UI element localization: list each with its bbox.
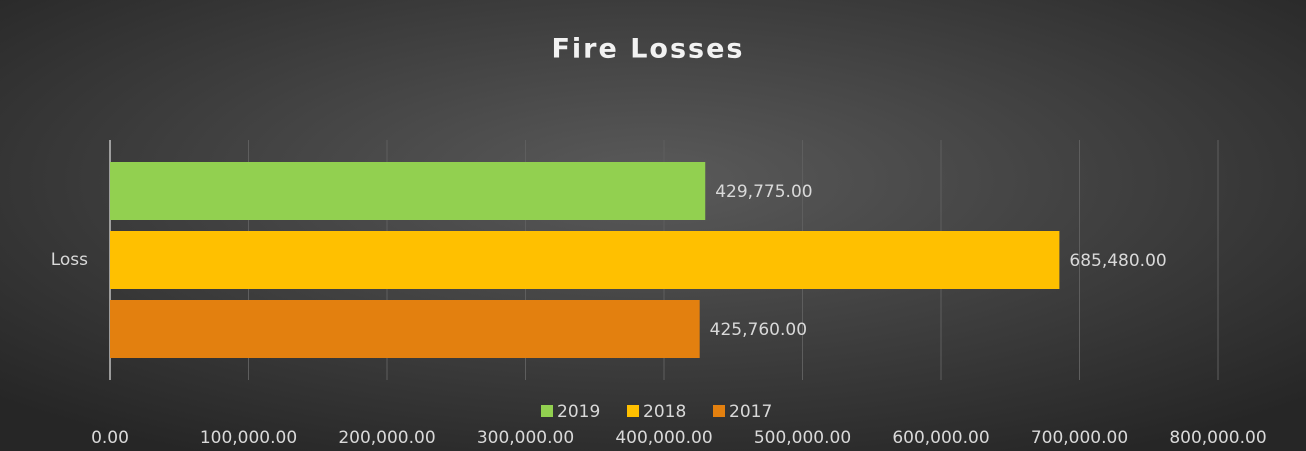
data-label: 425,760.00 <box>710 320 807 340</box>
data-label: 685,480.00 <box>1069 251 1166 271</box>
legend-swatch <box>541 405 553 417</box>
x-tick-label: 300,000.00 <box>477 428 574 448</box>
legend-swatch <box>627 405 639 417</box>
x-tick-label: 500,000.00 <box>754 428 851 448</box>
x-tick-label: 600,000.00 <box>892 428 989 448</box>
chart-title: Fire Losses <box>551 34 744 65</box>
legend-label: 2018 <box>643 402 686 422</box>
x-tick-label: 700,000.00 <box>1031 428 1128 448</box>
y-tick-label: Loss <box>51 250 88 270</box>
data-label: 429,775.00 <box>715 182 812 202</box>
legend-label: 2019 <box>557 402 600 422</box>
bar <box>110 300 700 358</box>
x-tick-label: 200,000.00 <box>338 428 435 448</box>
legend-swatch <box>713 405 725 417</box>
x-tick-label: 400,000.00 <box>615 428 712 448</box>
bar <box>110 162 706 220</box>
legend-label: 2017 <box>729 402 772 422</box>
x-tick-label: 0.00 <box>91 428 129 448</box>
bar <box>110 231 1060 289</box>
x-tick-label: 800,000.00 <box>1169 428 1266 448</box>
x-tick-label: 100,000.00 <box>200 428 297 448</box>
